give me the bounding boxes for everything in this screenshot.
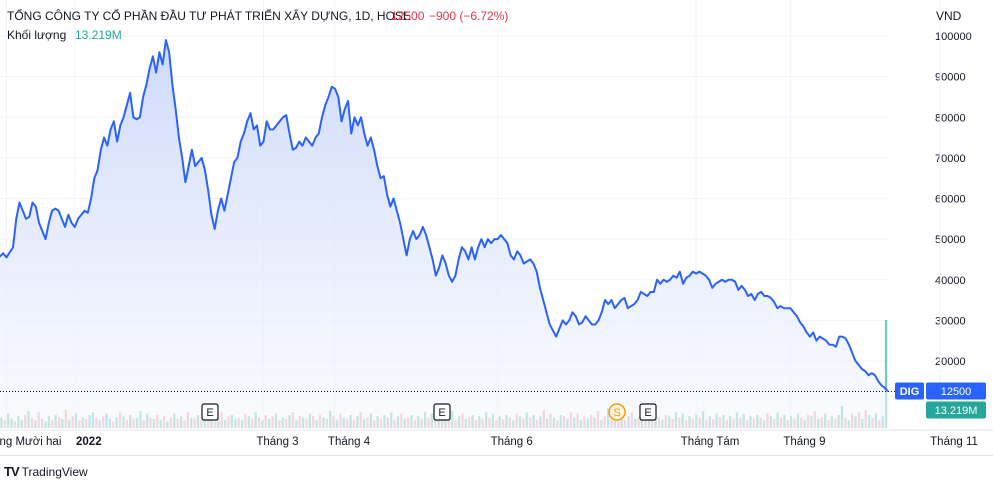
- x-tick-label: Tháng Mười hai: [0, 436, 61, 448]
- split-marker-label: S: [613, 407, 620, 419]
- chart-canvas[interactable]: 100000 90000 80000 70000 60000 50000 40000 3000…: [0, 0, 993, 455]
- y-tick-label: 70000: [935, 153, 966, 165]
- y-tick-label: 50000: [935, 234, 966, 246]
- volume-label: Khối lượng: [7, 28, 67, 42]
- last-price: 12500: [391, 9, 425, 23]
- x-tick-label: Tháng 11: [930, 436, 978, 448]
- x-tick-label: Tháng 3: [256, 436, 298, 448]
- footer: TV TradingView: [0, 455, 993, 483]
- volume-badge: [926, 401, 986, 419]
- symbol-badge: [895, 382, 924, 400]
- y-tick-label: 40000: [935, 275, 966, 287]
- price-badge-label: 12500: [941, 386, 972, 398]
- y-tick-label: 20000: [935, 356, 966, 368]
- x-tick-label: 2022: [76, 436, 102, 448]
- volume-value: 13.219M: [75, 28, 122, 42]
- tradingview-logo-text: TradingView: [21, 464, 88, 479]
- volume-bar: [884, 320, 888, 428]
- tradingview-logo[interactable]: TV TradingView: [4, 464, 88, 479]
- x-tick-label: Tháng Tám: [681, 436, 740, 448]
- earnings-marker-label: E: [206, 407, 213, 419]
- x-tick-label: Tháng 4: [328, 436, 371, 448]
- earnings-marker: [433, 403, 451, 421]
- tradingview-logo-icon: TV: [4, 464, 20, 479]
- y-tick-label: 60000: [935, 194, 966, 206]
- split-marker: [608, 403, 626, 421]
- earnings-marker: [639, 403, 657, 421]
- price-area-fill: [0, 40, 888, 431]
- earnings-marker: [201, 403, 219, 421]
- symbol-badge-label: DIG: [900, 386, 920, 398]
- volume-badge-label: 13.219M: [935, 405, 978, 417]
- x-tick-label: Tháng 9: [783, 436, 825, 448]
- price-change: −900 (−6.72%): [429, 9, 509, 23]
- price-badge: [926, 382, 986, 400]
- currency-label: VND: [936, 9, 962, 23]
- chart-title: TỔNG CÔNG TY CỔ PHẦN ĐẦU TƯ PHÁT TRIỂN X…: [7, 9, 411, 23]
- y-tick-label: 80000: [935, 112, 966, 124]
- earnings-marker-label: E: [644, 407, 651, 419]
- earnings-marker-label: E: [438, 407, 445, 419]
- y-tick-label: 30000: [935, 315, 966, 327]
- y-tick-label: 90000: [935, 72, 966, 84]
- price-line: [0, 39, 889, 393]
- x-tick-label: Tháng 6: [491, 436, 533, 448]
- y-tick-label: 100000: [935, 31, 972, 43]
